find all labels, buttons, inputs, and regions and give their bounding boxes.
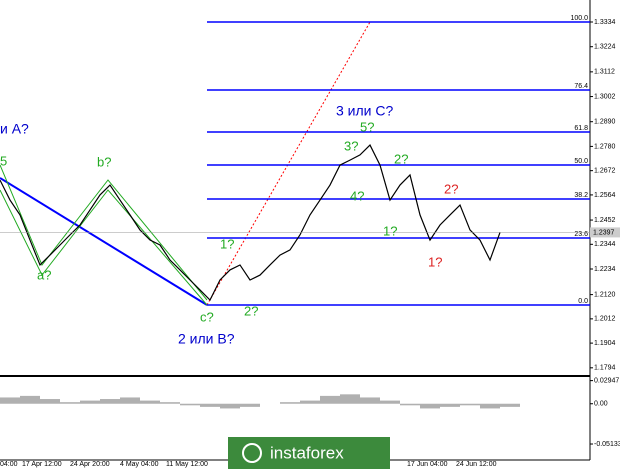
x-tick-label: 17 Apr 12:00 bbox=[22, 461, 62, 468]
logo-box bbox=[228, 437, 390, 469]
y-tick-label: 1.2780 bbox=[594, 143, 616, 150]
osc-bar bbox=[220, 403, 240, 409]
y-tick-label: 1.2012 bbox=[594, 316, 616, 323]
y-tick-label: 1.3224 bbox=[594, 44, 616, 51]
x-tick-label: 17 Jun 04:00 bbox=[407, 461, 448, 468]
wave-label: 5? bbox=[360, 119, 374, 134]
wave-channel bbox=[0, 164, 208, 301]
y-tick-label: 1.3112 bbox=[594, 69, 615, 76]
wave-label: 2? bbox=[444, 181, 458, 196]
osc-bar bbox=[460, 403, 480, 406]
wave-label: 1? bbox=[383, 223, 397, 238]
osc-bar bbox=[40, 399, 60, 404]
fib-label: 76.4 bbox=[574, 83, 588, 90]
y-tick-label: 1.2344 bbox=[594, 241, 616, 248]
osc-bar bbox=[500, 403, 520, 407]
y-tick-label: 1.1904 bbox=[594, 340, 616, 347]
osc-bar bbox=[340, 394, 360, 404]
osc-bar bbox=[300, 400, 320, 404]
wave-label: 3 или C? bbox=[336, 103, 393, 119]
osc-bar bbox=[0, 397, 20, 404]
osc-bar bbox=[380, 400, 400, 404]
fib-label: 61.8 bbox=[574, 125, 588, 132]
osc-tick-label: 0.00 bbox=[594, 401, 608, 408]
osc-bar bbox=[160, 402, 180, 404]
fib-label: 50.0 bbox=[574, 158, 588, 165]
osc-bar bbox=[320, 395, 340, 404]
fib-label: 38.2 bbox=[574, 192, 588, 199]
y-tick-label: 1.3334 bbox=[594, 19, 616, 26]
wave-label: 1? bbox=[220, 236, 234, 251]
logo-icon bbox=[242, 443, 262, 463]
wave-label: a? bbox=[37, 267, 51, 282]
osc-bar bbox=[20, 395, 40, 404]
y-tick-label: 1.2120 bbox=[594, 291, 616, 298]
osc-bar bbox=[360, 397, 380, 404]
price-line bbox=[0, 144, 501, 302]
x-tick-label: 04:00 bbox=[0, 461, 18, 468]
osc-bar bbox=[120, 397, 140, 404]
osc-bar bbox=[80, 400, 100, 404]
x-tick-label: 24 Jun 12:00 bbox=[456, 461, 497, 468]
x-tick-label: 4 May 04:00 bbox=[120, 461, 159, 468]
fib-label: 100.0 bbox=[570, 15, 588, 22]
wave-label: b? bbox=[97, 154, 111, 169]
trend-line bbox=[0, 177, 208, 306]
wave-label: 2 или B? bbox=[178, 331, 235, 347]
wave-label: и A? bbox=[0, 121, 29, 137]
wave-label: 5 bbox=[0, 153, 7, 168]
y-tick-label: 1.2672 bbox=[594, 168, 616, 175]
osc-bar bbox=[140, 400, 160, 404]
y-tick-label: 1.2890 bbox=[594, 119, 616, 126]
y-tick-label: 1.1794 bbox=[594, 365, 616, 372]
fib-label: 0.0 bbox=[578, 298, 588, 305]
osc-bar bbox=[240, 403, 260, 407]
fib-label: 23.6 bbox=[574, 231, 588, 238]
wave-label: 1? bbox=[428, 254, 442, 269]
wave-label: 4? bbox=[350, 188, 364, 203]
osc-bar bbox=[400, 403, 420, 406]
osc-bar bbox=[100, 399, 120, 404]
osc-bar bbox=[200, 403, 220, 407]
x-tick-label: 24 Apr 20:00 bbox=[70, 461, 110, 468]
wave-label: 2? bbox=[244, 303, 258, 318]
x-tick-label: 11 May 12:00 bbox=[166, 461, 208, 468]
ray-line bbox=[206, 21, 371, 306]
osc-tick-label: 0.02947 bbox=[594, 377, 619, 384]
osc-bar bbox=[440, 403, 460, 407]
current-price-tag bbox=[590, 227, 620, 238]
wave-label: c? bbox=[200, 309, 214, 324]
wave-label: 3? bbox=[344, 138, 358, 153]
osc-bar bbox=[180, 403, 200, 406]
osc-bar bbox=[60, 402, 80, 404]
y-tick-label: 1.2234 bbox=[594, 266, 616, 273]
y-tick-label: 1.3002 bbox=[594, 93, 616, 100]
osc-bar bbox=[480, 403, 500, 409]
y-tick-label: 1.2452 bbox=[594, 217, 616, 224]
osc-bar bbox=[280, 402, 300, 404]
osc-tick-label: -0.05133 bbox=[594, 441, 620, 448]
logo: instaforex bbox=[270, 443, 344, 462]
current-price: 1.2397 bbox=[593, 229, 615, 236]
osc-bar bbox=[420, 403, 440, 409]
wave-label: 2? bbox=[394, 151, 408, 166]
y-tick-label: 1.2564 bbox=[594, 192, 616, 199]
